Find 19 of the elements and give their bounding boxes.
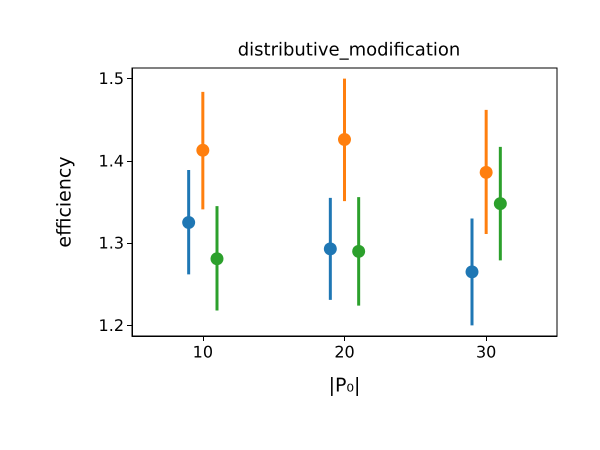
- point: [466, 265, 478, 278]
- point: [182, 216, 196, 230]
- point: [324, 242, 337, 256]
- chart-title: distributive_modification: [238, 40, 460, 60]
- point: [352, 244, 366, 258]
- x-tick-label: 10: [192, 342, 214, 362]
- point: [494, 197, 507, 210]
- x-tick-label: 30: [476, 342, 496, 362]
- point: [210, 252, 224, 266]
- y-tick-label: 1.4: [98, 151, 124, 170]
- point: [338, 133, 351, 146]
- x-axis-title: |P₀|: [328, 374, 360, 396]
- y-tick-label: 1.2: [98, 316, 124, 335]
- point: [196, 144, 210, 157]
- y-tick-label: 1.3: [98, 234, 124, 253]
- y-tick-label: 1.5: [98, 69, 124, 88]
- point: [480, 166, 493, 179]
- x-tick-label: 20: [334, 342, 355, 362]
- y-axis-title: efficiency: [54, 156, 76, 248]
